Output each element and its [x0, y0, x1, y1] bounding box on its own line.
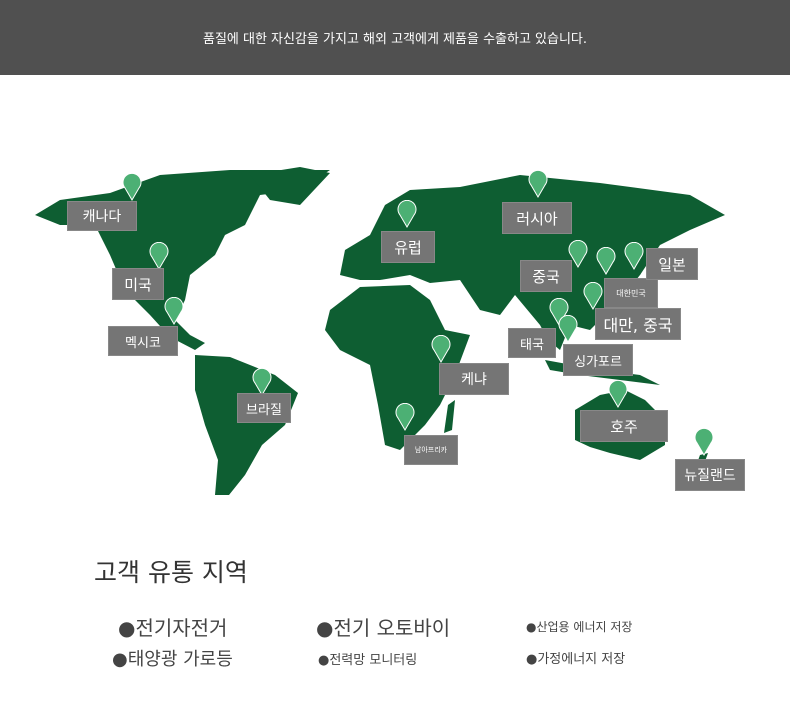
map-pin-icon [568, 239, 588, 268]
product-item: ●산업용 에너지 저장 [526, 620, 633, 634]
map-pin-icon [549, 297, 569, 326]
region-label: 케냐 [439, 363, 509, 395]
product-item: ●전기자전거 [118, 616, 228, 640]
map-pin-icon [694, 427, 714, 456]
banner-text: 품질에 대한 자신감을 가지고 해외 고객에게 제품을 수출하고 있습니다. [202, 32, 588, 47]
map-pin-icon [122, 172, 142, 201]
map-pin-icon [608, 379, 628, 408]
japan [632, 245, 650, 275]
map-pin-icon [397, 199, 417, 228]
region-label: 캐나다 [67, 201, 137, 231]
map-pin-icon [395, 402, 415, 431]
region-label: 호주 [580, 410, 668, 442]
region-label: 일본 [646, 248, 698, 280]
map-pin-icon [528, 169, 548, 198]
product-item: ●전기 오토바이 [316, 616, 451, 640]
region-label: 브라질 [237, 393, 291, 423]
region-label: 싱가포르 [563, 344, 633, 376]
map-pin-icon [624, 241, 644, 270]
africa [325, 285, 470, 450]
product-item: ●태양광 가로등 [112, 649, 233, 670]
region-label: 유럽 [381, 231, 435, 263]
map-pin-icon [164, 296, 184, 325]
product-item: ●가정에너지 저장 [526, 652, 626, 667]
south-america [195, 355, 298, 495]
product-item: ●전력망 모니터링 [318, 653, 418, 668]
region-label: 남아프리카 [404, 435, 458, 465]
region-label: 뉴질랜드 [675, 459, 745, 491]
region-label: 대만, 중국 [595, 308, 681, 340]
map-pin-icon [431, 334, 451, 363]
greenland [250, 167, 330, 205]
region-label: 러시아 [502, 202, 572, 234]
region-label: 미국 [112, 268, 164, 300]
map-pin-icon [583, 281, 603, 310]
map-pin-icon [558, 314, 578, 343]
section-title: 고객 유통 지역 [94, 558, 248, 587]
region-label: 태국 [508, 328, 556, 358]
region-label: 멕시코 [108, 326, 178, 356]
map-pin-icon [252, 367, 272, 396]
region-label: 대한민국 [604, 278, 658, 308]
madagascar [444, 400, 455, 433]
map-pin-icon [596, 246, 616, 275]
region-label: 중국 [520, 260, 572, 292]
top-banner: 품질에 대한 자신감을 가지고 해외 고객에게 제품을 수출하고 있습니다. [0, 0, 790, 75]
map-pin-icon [149, 241, 169, 270]
